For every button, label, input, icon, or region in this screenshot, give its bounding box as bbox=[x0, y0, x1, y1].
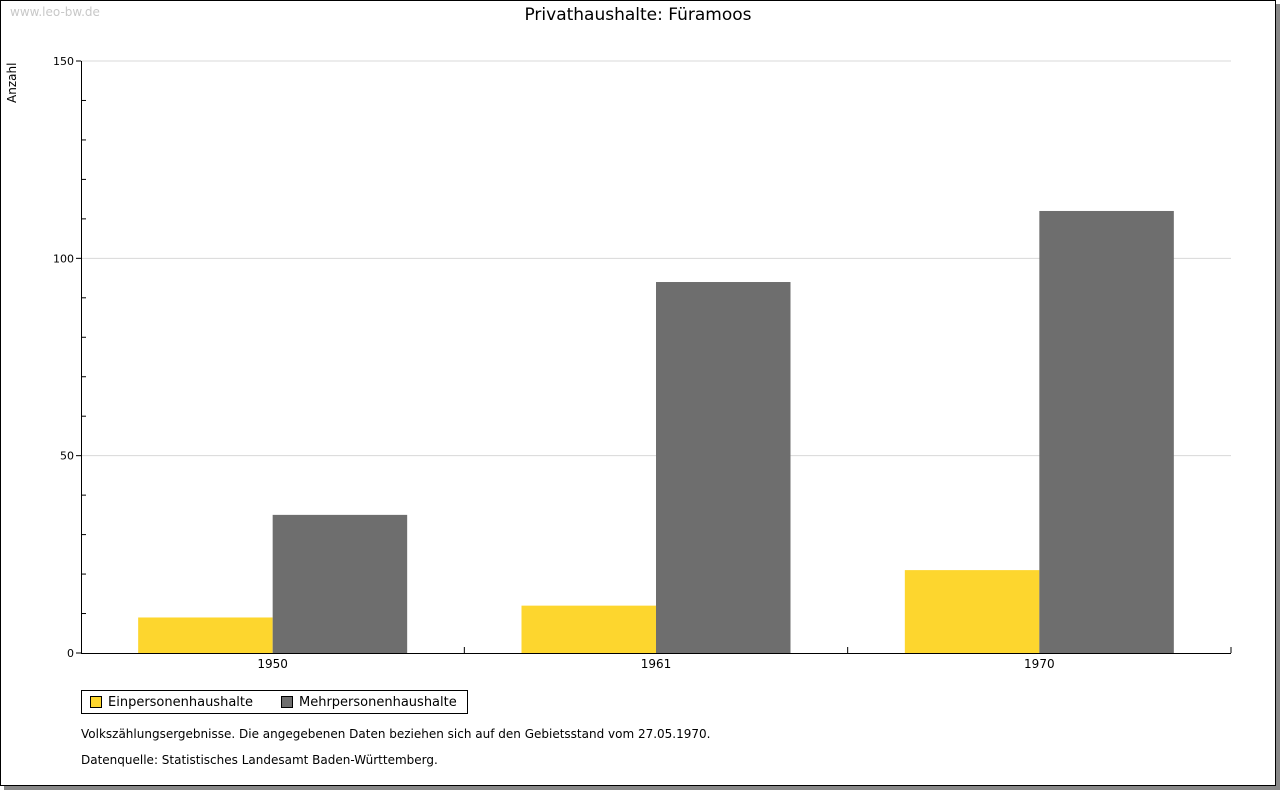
legend-swatch bbox=[90, 696, 102, 708]
y-tick-label: 100 bbox=[53, 252, 74, 265]
x-tick-label: 1950 bbox=[257, 657, 288, 671]
bar-einpersonenhaushalte-1961 bbox=[521, 605, 656, 653]
bar-mehrpersonenhaushalte-1961 bbox=[656, 282, 791, 653]
legend-label: Mehrpersonenhaushalte bbox=[299, 694, 457, 710]
plot-area: 0 50 100 150 1950 1961 1970 bbox=[53, 55, 1232, 671]
bar-einpersonenhaushalte-1970 bbox=[904, 570, 1040, 653]
y-tick-label: 150 bbox=[53, 55, 74, 68]
legend-label: Einpersonenhaushalte bbox=[108, 694, 253, 710]
y-tick-label: 0 bbox=[67, 647, 74, 660]
bar-mehrpersonenhaushalte-1970 bbox=[1039, 210, 1174, 653]
watermark: www.leo-bw.de bbox=[10, 5, 100, 19]
legend-item-einpersonen: Einpersonenhaushalte bbox=[90, 695, 253, 710]
bar-mehrpersonenhaushalte-1950 bbox=[272, 514, 408, 653]
legend-item-mehrpersonen: Mehrpersonenhaushalte bbox=[281, 695, 457, 710]
x-tick-label: 1961 bbox=[641, 657, 672, 671]
note-census: Volkszählungsergebnisse. Die angegebenen… bbox=[81, 727, 711, 741]
legend-swatch bbox=[281, 696, 293, 708]
note-source: Datenquelle: Statistisches Landesamt Bad… bbox=[81, 753, 438, 767]
x-tick-label: 1970 bbox=[1024, 657, 1055, 671]
chart-title: Privathaushalte: Füramoos bbox=[524, 5, 752, 25]
bar-einpersonenhaushalte-1950 bbox=[138, 617, 273, 653]
legend: Einpersonenhaushalte Mehrpersonenhaushal… bbox=[81, 690, 468, 714]
y-tick-label: 50 bbox=[60, 450, 74, 463]
